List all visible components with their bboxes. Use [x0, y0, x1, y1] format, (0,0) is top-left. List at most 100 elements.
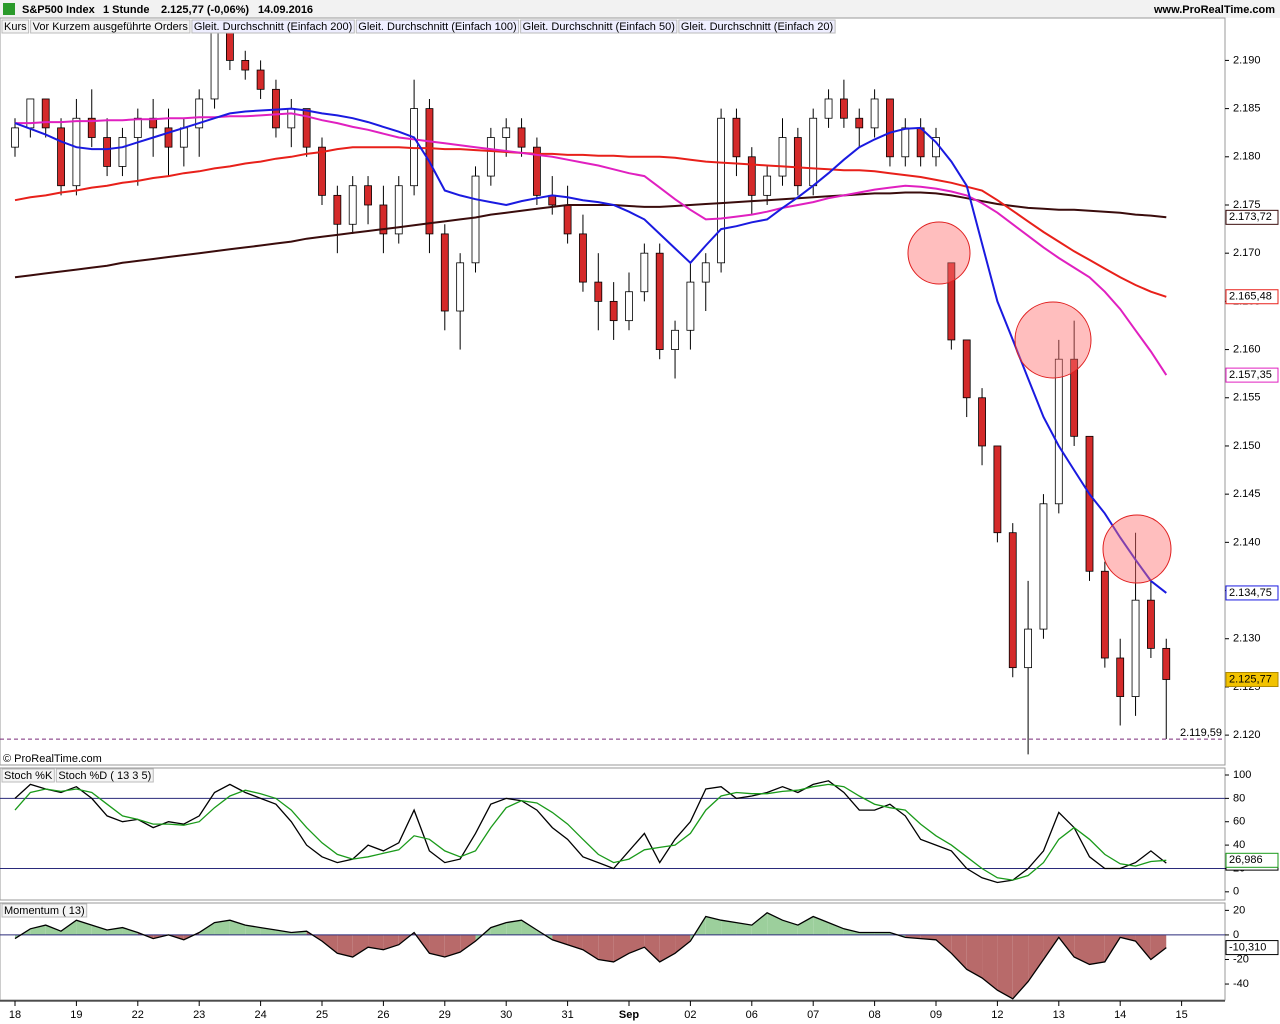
candle-body	[824, 98, 833, 119]
x-tick-label: 13	[1053, 1009, 1065, 1021]
end-label-box	[1225, 672, 1279, 688]
candle-body	[379, 204, 388, 235]
candle-body	[563, 204, 572, 235]
legend-box	[1, 768, 55, 783]
y-tick-label: -40	[1233, 978, 1249, 990]
candle-body	[333, 194, 342, 225]
end-label: -10,310	[1229, 941, 1266, 953]
y-tick-label: 2.175	[1233, 199, 1261, 211]
momentum-area	[506, 920, 522, 935]
momentum-area	[644, 934, 660, 962]
momentum-area	[1135, 934, 1151, 960]
candle-body	[717, 117, 725, 264]
low-label: 2.119,59	[1180, 727, 1222, 739]
candle-body	[517, 127, 526, 148]
legend-box	[30, 19, 191, 34]
candle-body	[962, 339, 971, 399]
candle-body	[318, 146, 326, 196]
candle-body	[840, 98, 848, 119]
candle-body	[486, 137, 495, 177]
end-label-box	[1225, 940, 1279, 956]
y-tick-label: 2.140	[1233, 536, 1261, 548]
x-tick-label: 08	[868, 1009, 880, 1021]
y-tick-label: 2.185	[1233, 103, 1261, 115]
momentum-area	[61, 920, 77, 935]
x-tick-label: 24	[254, 1009, 266, 1021]
candle-body	[579, 233, 587, 283]
y-tick-label: 60	[1233, 816, 1245, 828]
candle-body	[625, 291, 633, 322]
moving-average	[14, 146, 1167, 298]
end-label-box	[1225, 209, 1279, 225]
y-tick-label: 2.120	[1233, 729, 1261, 741]
momentum-area	[45, 925, 62, 935]
candle-body	[440, 233, 449, 312]
momentum-area	[444, 934, 461, 958]
candle-body	[256, 69, 265, 90]
y-tick-label: -20	[1233, 953, 1249, 965]
legend-box	[1, 903, 88, 918]
momentum-area	[997, 934, 1013, 999]
momentum-area	[951, 934, 967, 970]
legend-entry: Vor Kurzem ausgeführte Orders	[33, 21, 189, 33]
x-tick-label: 19	[70, 1009, 82, 1021]
candle-body	[1008, 532, 1017, 669]
candle-body	[287, 108, 296, 129]
moving-average	[14, 107, 1167, 594]
candle-body	[671, 329, 679, 350]
candle-body	[471, 175, 480, 264]
instrument: S&P500 Index	[22, 4, 96, 16]
momentum-area	[91, 925, 108, 935]
indicator-line	[14, 783, 1167, 881]
end-label: 2.134,75	[1229, 587, 1272, 599]
legend-box	[55, 768, 154, 783]
indicator-line	[14, 780, 1167, 884]
x-tick-label: 26	[377, 1009, 389, 1021]
momentum-area	[705, 916, 722, 935]
legend-box	[678, 19, 836, 34]
candle-body	[778, 137, 787, 177]
momentum-area	[629, 934, 645, 954]
app-icon	[3, 3, 15, 15]
momentum-area	[368, 934, 384, 950]
y-tick-label: 2.130	[1233, 633, 1261, 645]
y-tick-label: 2.150	[1233, 440, 1261, 452]
candle-body	[947, 262, 956, 341]
y-tick-label: 2.145	[1233, 488, 1261, 500]
candle-body	[241, 60, 250, 71]
momentum-area	[797, 916, 814, 935]
legend-box	[355, 19, 520, 34]
candle-body	[72, 117, 81, 187]
candle-body	[901, 127, 910, 158]
candle-body	[195, 98, 204, 129]
momentum-area	[229, 920, 246, 935]
candle-body	[809, 117, 818, 187]
candle-body	[1024, 628, 1032, 669]
momentum-area	[552, 934, 568, 945]
x-tick-label: 09	[930, 1009, 942, 1021]
momentum-area	[982, 934, 998, 991]
legend-entry: Gleit. Durchschnitt (Einfach 100)	[358, 21, 516, 33]
candle-body	[916, 127, 925, 158]
momentum-area	[582, 934, 599, 960]
candle-body	[655, 252, 664, 350]
panel-frame	[0, 17, 1226, 766]
candle-body	[640, 252, 649, 293]
momentum-area	[936, 934, 952, 954]
panel-frame	[0, 902, 1226, 1001]
momentum-area	[1074, 934, 1090, 965]
legend-entry: Gleit. Durchschnitt (Einfach 50)	[523, 21, 675, 33]
y-tick-label: 80	[1233, 792, 1245, 804]
candle-body	[1100, 570, 1109, 659]
date: 14.09.2016	[258, 4, 313, 16]
candle-body	[747, 156, 756, 196]
momentum-area	[30, 925, 46, 935]
momentum-area	[1089, 934, 1105, 965]
candle-body	[502, 127, 511, 138]
candle-body	[103, 137, 111, 167]
momentum-area	[1028, 934, 1044, 982]
y-tick-label: 2.160	[1233, 343, 1261, 355]
momentum-area	[490, 922, 507, 935]
legend-entry: Momentum ( 13)	[4, 905, 85, 917]
